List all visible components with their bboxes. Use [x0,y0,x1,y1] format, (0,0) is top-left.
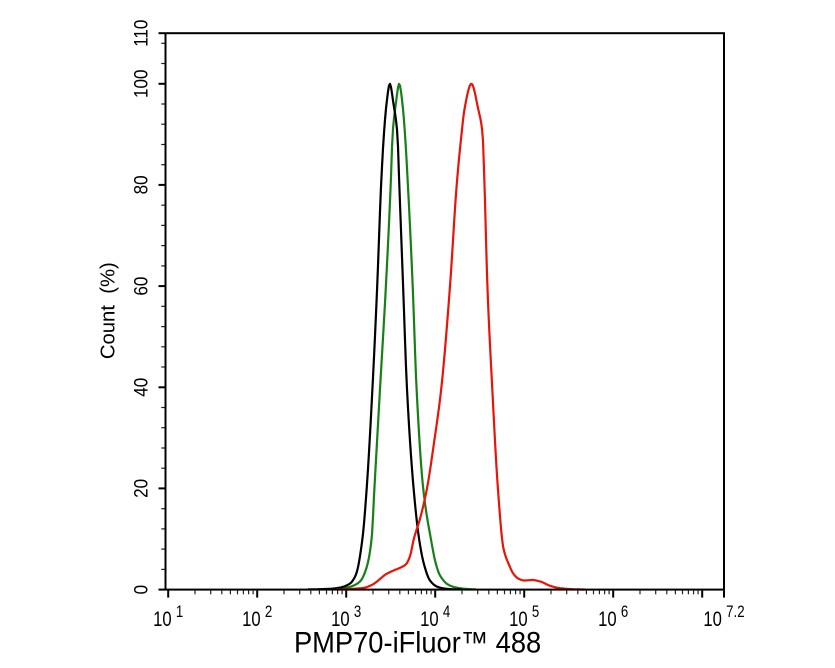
svg-text:0: 0 [129,585,151,594]
svg-text:20: 20 [129,479,151,498]
svg-text:40: 40 [129,378,151,397]
svg-text:Count (%): Count (%) [97,262,119,359]
svg-text:60: 60 [129,277,151,296]
svg-text:80: 80 [129,175,151,194]
svg-text:110: 110 [129,20,151,47]
svg-text:PMP70-iFluor™ 488: PMP70-iFluor™ 488 [294,627,541,660]
svg-text:100: 100 [129,70,151,98]
